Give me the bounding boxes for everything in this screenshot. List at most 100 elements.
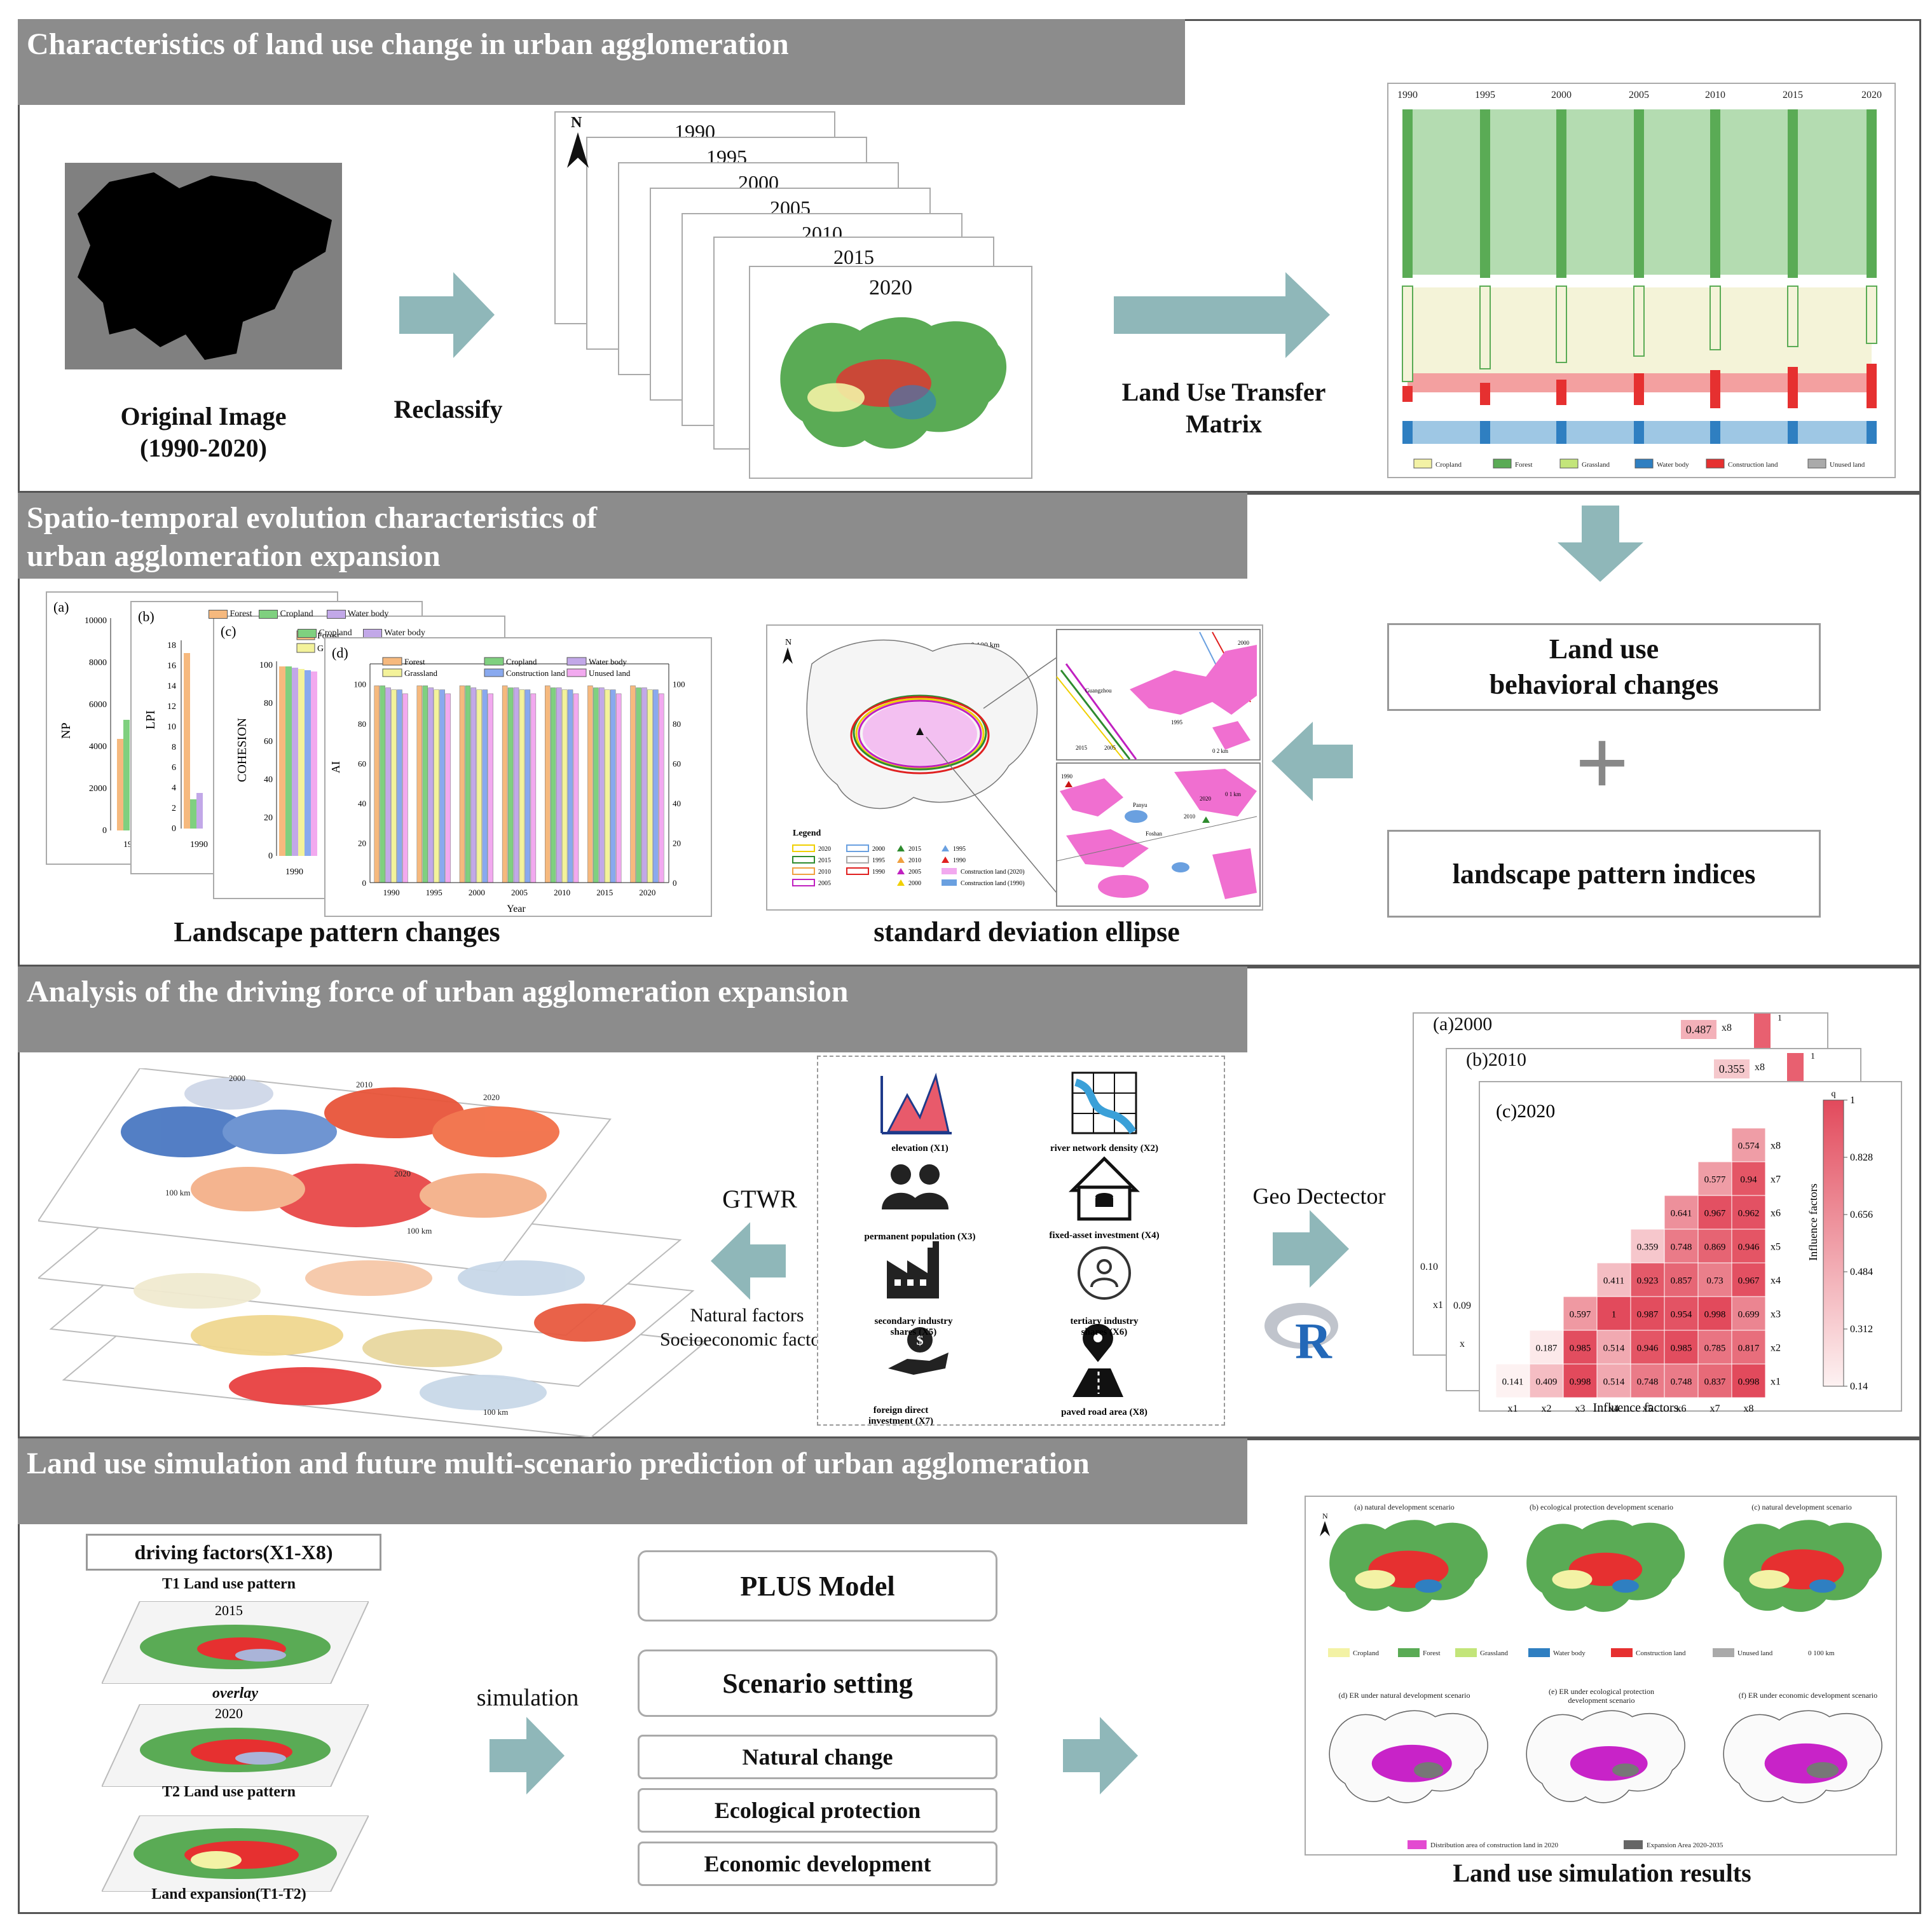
result-title: (a) natural development scenario xyxy=(1354,1503,1455,1511)
legend-text: Water body xyxy=(384,628,425,638)
heatmap-value: 0.514 xyxy=(1603,1344,1625,1354)
factor-label-line: investment (X7) xyxy=(868,1416,933,1426)
arrow-transfer xyxy=(1114,272,1330,358)
sankey-legend: Water body xyxy=(1657,461,1689,469)
ai-y-tick: 60 xyxy=(358,759,366,768)
factor-label-line: shares (X5) xyxy=(891,1327,937,1337)
ai-bar xyxy=(587,685,593,883)
heatmap-cell xyxy=(1697,1229,1732,1264)
ai-bar xyxy=(459,685,465,883)
ai-xlabel: Year xyxy=(507,904,526,914)
colorbar-tick: 0.14 xyxy=(1850,1381,1868,1392)
heatmap-y-tick: x2 xyxy=(1771,1343,1781,1354)
heatmap-value: 0.748 xyxy=(1671,1377,1692,1387)
heatmap-cell xyxy=(1495,1363,1530,1398)
heatmap-x-tick: x5 xyxy=(1643,1403,1653,1413)
cohesion-tick: 40 xyxy=(264,775,273,785)
cohesion-tick: 100 xyxy=(259,661,273,670)
t2-map: 2020 xyxy=(100,1704,370,1787)
heatmap-value: 0.869 xyxy=(1704,1243,1726,1253)
inset-label: Panyu xyxy=(1133,802,1148,808)
heatmap-card-2020: (c)2020 0.574 0.577 0.94 0.641 0.967 0.962 0.3… xyxy=(1479,1081,1902,1415)
ai-axis-label: AI xyxy=(329,761,342,773)
factor-label-line: tertiary industry xyxy=(1070,1316,1139,1326)
ellipse-legend-point: 2005 xyxy=(908,869,921,876)
lpi-tick: 12 xyxy=(167,702,176,712)
ellipse-legend-item: 1995 xyxy=(872,857,885,864)
ellipse-legend-point: 2015 xyxy=(908,846,921,853)
panel-tag: (d) xyxy=(332,645,348,661)
ai-bar xyxy=(445,693,451,883)
ai-bar xyxy=(615,693,622,883)
ellipse-legend-point: 2000 xyxy=(908,880,921,887)
tertiary-icon xyxy=(1078,1246,1131,1300)
inset-label: 2020 xyxy=(1200,795,1212,802)
ai-bar xyxy=(630,685,636,883)
panel-tag: (a) xyxy=(53,599,69,615)
expansion-label: Land expansion(T1-T2) xyxy=(151,1886,306,1903)
cohesion-tick: 60 xyxy=(264,737,273,747)
ai-x-tick: 2000 xyxy=(469,888,485,897)
indices-box: landscape pattern indices xyxy=(1387,830,1821,918)
heatmap-cell xyxy=(1697,1363,1732,1398)
heatmap-value: 0.998 xyxy=(1738,1377,1760,1387)
ai-legend: Forest xyxy=(404,657,425,666)
ai-bar xyxy=(636,687,641,883)
heatmap-value: 0.967 xyxy=(1704,1209,1726,1219)
ai-y-tick: 80 xyxy=(358,719,366,729)
np-x-tick: 19 xyxy=(123,840,132,850)
expansion-map xyxy=(100,1815,370,1892)
gtwr-label: GTWR xyxy=(722,1185,797,1213)
result-title: (c) natural development scenario xyxy=(1751,1503,1852,1511)
heatmap-cell xyxy=(1664,1195,1699,1230)
map-year: 2010 xyxy=(356,1080,373,1089)
heatmap-back-cell: 0.487 xyxy=(1681,1020,1716,1039)
panel-tag: (b) xyxy=(138,609,154,624)
lpi-tick: 8 xyxy=(172,743,176,752)
results-figure: (a) natural development scenario (b) eco… xyxy=(1305,1496,1897,1856)
heatmap-value: 0.73 xyxy=(1706,1276,1723,1286)
np-tick: 10000 xyxy=(85,616,107,626)
legend-text: Water body xyxy=(347,609,389,619)
heatmap-value: 0.998 xyxy=(1704,1310,1726,1320)
plus-model-box: PLUS Model xyxy=(638,1550,997,1622)
section3-title: Analysis of the driving force of urban a… xyxy=(18,967,1247,1052)
ai-y-tick: 100 xyxy=(354,679,367,689)
ai-bar xyxy=(653,689,659,883)
ellipse-legend-item: 2015 xyxy=(818,857,831,864)
section1-title: Characteristics of land use change in ur… xyxy=(18,19,1185,105)
ai-bar xyxy=(391,689,397,883)
original-image-label: Original Image (1990-2020) xyxy=(120,402,287,462)
legend-strip-c: Cropland Water body xyxy=(298,628,501,642)
heatmap-cell xyxy=(1563,1330,1598,1365)
foreign-investment-icon: $ xyxy=(888,1327,949,1375)
inset-label: Foshan xyxy=(1146,830,1163,837)
ai-y-tick: 20 xyxy=(358,838,366,848)
heatmap-value: 0.962 xyxy=(1738,1209,1760,1219)
heatmap-value: 0.577 xyxy=(1704,1175,1726,1185)
colorbar-tick: 1 xyxy=(1850,1095,1855,1106)
map-year: 2020 xyxy=(394,1169,411,1178)
sankey-legend: Construction land xyxy=(1728,461,1778,469)
ai-y-tick-right: 100 xyxy=(673,679,685,689)
heatmap-cell xyxy=(1596,1330,1631,1365)
heatmap-x-tick: x6 xyxy=(1676,1403,1687,1413)
lpi-tick: 0 xyxy=(172,824,176,834)
heatmap-title: (c)2020 xyxy=(1496,1101,1555,1122)
gtwr-map-layers: 2000 2010 2020 2020 100 km 100 km 100 km xyxy=(36,1067,712,1438)
map-year: 2000 xyxy=(229,1073,245,1083)
result-legend: Cropland xyxy=(1353,1649,1379,1657)
heatmap-title: (a)2000 xyxy=(1433,1014,1493,1035)
heatmap-value: 0.967 xyxy=(1738,1276,1760,1286)
colorbar-label: q xyxy=(1832,1089,1836,1099)
cohesion-axis-label: COHESION xyxy=(235,718,249,782)
overlay-label: overlay xyxy=(212,1685,258,1702)
original-image-shape xyxy=(78,172,332,360)
sankey-legend: Grassland xyxy=(1582,461,1610,469)
r-logo: R xyxy=(1262,1297,1345,1370)
result-title-line: development scenario xyxy=(1568,1696,1635,1705)
elevation-icon xyxy=(880,1072,952,1134)
heatmap-back-axis: x1 xyxy=(1433,1300,1443,1311)
results-label: Land use simulation results xyxy=(1453,1859,1751,1887)
result-legend-bottom: Distribution area of construction land i… xyxy=(1430,1842,1559,1849)
